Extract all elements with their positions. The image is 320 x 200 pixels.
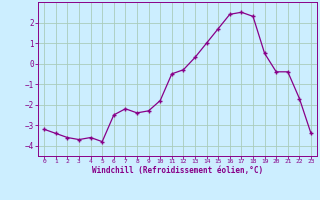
X-axis label: Windchill (Refroidissement éolien,°C): Windchill (Refroidissement éolien,°C) — [92, 166, 263, 175]
